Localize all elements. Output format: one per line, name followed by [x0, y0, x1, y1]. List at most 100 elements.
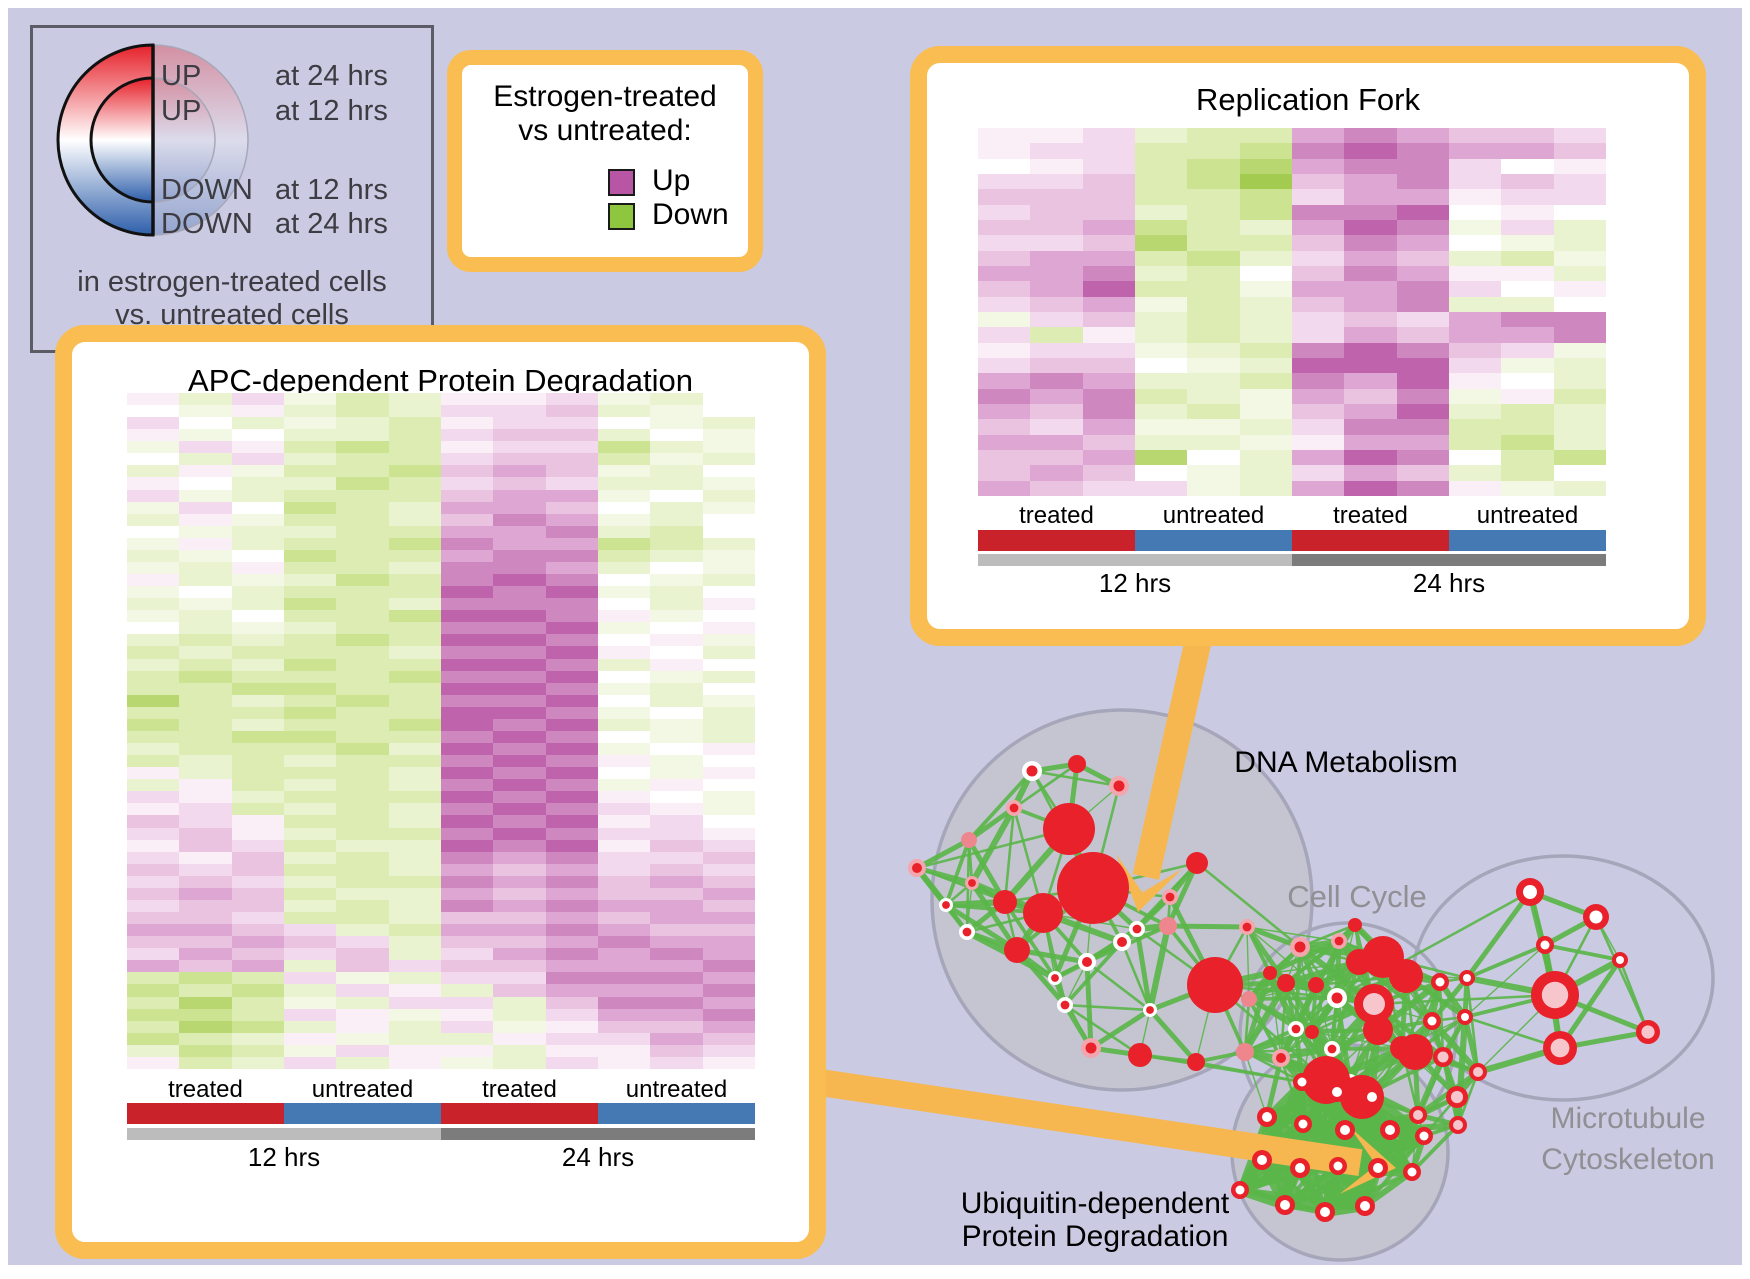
hm-cell: [702, 1032, 755, 1045]
hm-cell: [388, 730, 441, 744]
hm-cell: [1239, 311, 1292, 328]
hm-cell: [127, 658, 180, 671]
hm-cell: [127, 960, 180, 973]
hm-cell: [336, 960, 389, 973]
hm-cell: [440, 1044, 494, 1057]
network-edge: [1146, 925, 1172, 1011]
hm-cell: [127, 574, 180, 587]
hm-cell: [650, 924, 703, 937]
hm-cell: [978, 173, 1031, 190]
hm-cell: [440, 561, 494, 575]
hm-cell: [597, 682, 651, 695]
hm-cell: [231, 912, 284, 925]
hm-cell: [1187, 189, 1240, 205]
hm-cell: [650, 634, 703, 647]
hm-cell: [283, 393, 337, 406]
hm-cell: [1291, 204, 1345, 220]
hm-cell: [702, 839, 755, 852]
group-label: untreated: [625, 1076, 728, 1103]
hm-cell: [650, 1044, 703, 1057]
legend-row-down-12: DOWN at 12 hrs: [33, 174, 431, 206]
hm-cell: [127, 972, 180, 985]
hm-cell: [1553, 189, 1606, 205]
network-node: [1113, 933, 1131, 951]
hm-cell: [493, 393, 546, 406]
hm-cell: [702, 1044, 755, 1057]
hm-cell: [336, 851, 389, 864]
hm-cell: [597, 743, 651, 756]
hm-cell: [336, 429, 389, 442]
hm-cell: [231, 767, 284, 780]
hm-cell: [493, 1032, 546, 1045]
hm-cell: [336, 996, 389, 1009]
hm-cell: [179, 767, 232, 780]
hm-cell: [179, 924, 232, 937]
hm-cell: [545, 1032, 598, 1045]
hm-cell: [1030, 143, 1083, 159]
hm-cell: [179, 1020, 232, 1033]
hm-cell: [597, 924, 651, 937]
hm-cell: [650, 743, 703, 756]
hm-cell: [1396, 128, 1449, 144]
hm-cell: [127, 549, 180, 562]
hm-cell: [179, 1056, 232, 1069]
network-node: [1272, 1049, 1290, 1067]
network-node: [1457, 1009, 1473, 1025]
hm-cell: [1239, 373, 1292, 389]
hm-cell: [1134, 173, 1188, 190]
hm-cell: [127, 477, 180, 490]
hm-cell: [493, 574, 546, 587]
hm-cell: [336, 453, 389, 466]
group-label: untreated: [1476, 502, 1579, 529]
network-edge: [1336, 924, 1356, 999]
hm-cell: [1501, 189, 1554, 205]
hm-cell: [1239, 419, 1292, 435]
hm-cell: [597, 1020, 651, 1033]
direction-label: DOWN: [161, 174, 253, 206]
hm-cell: [440, 574, 494, 587]
hm-cell: [702, 803, 755, 816]
hm-cell: [545, 706, 598, 719]
hm-cell: [493, 561, 546, 575]
network-node: [1431, 973, 1449, 991]
hm-cell: [493, 803, 546, 816]
hm-cell: [1291, 419, 1345, 435]
network-node: [1362, 1087, 1382, 1107]
hm-cell: [1344, 465, 1397, 481]
network-edge: [1269, 961, 1360, 974]
hm-cell: [650, 706, 703, 719]
direction-label: UP: [161, 60, 202, 92]
hm-cell: [179, 815, 232, 828]
hm-cell: [493, 682, 546, 695]
hm-cell: [388, 1020, 441, 1033]
timepoint-bar: [978, 554, 1292, 566]
hm-cell: [597, 827, 651, 840]
hm-cell: [1501, 173, 1554, 190]
hm-cell: [978, 373, 1031, 389]
hm-cell: [493, 1008, 546, 1021]
hm-cell: [650, 489, 703, 502]
hm-cell: [493, 755, 546, 768]
annotation-arrow-shaft: [1132, 607, 1219, 880]
hm-cell: [493, 417, 546, 430]
hm-cell: [978, 327, 1031, 343]
hm-cell: [1448, 465, 1502, 481]
hm-cell: [1082, 480, 1135, 496]
hm-cell: [179, 743, 232, 756]
hm-cell: [283, 441, 337, 454]
network-node: [1531, 971, 1579, 1019]
hm-cell: [1239, 434, 1292, 450]
hm-cell: [179, 682, 232, 695]
cluster-label-microtubule-cytoskeleton: Microtubule Cytoskeleton: [1478, 1098, 1750, 1180]
hm-cell: [597, 912, 651, 925]
hm-cell: [1448, 373, 1502, 389]
hm-cell: [597, 972, 651, 985]
hm-cell: [545, 912, 598, 925]
hm-cell: [127, 429, 180, 442]
hm-cell: [440, 658, 494, 671]
hm-cell: [1030, 158, 1083, 174]
network-edge: [1084, 961, 1094, 1049]
hm-cell: [1448, 173, 1502, 190]
hm-cell: [702, 393, 755, 406]
hm-cell: [1239, 219, 1292, 236]
